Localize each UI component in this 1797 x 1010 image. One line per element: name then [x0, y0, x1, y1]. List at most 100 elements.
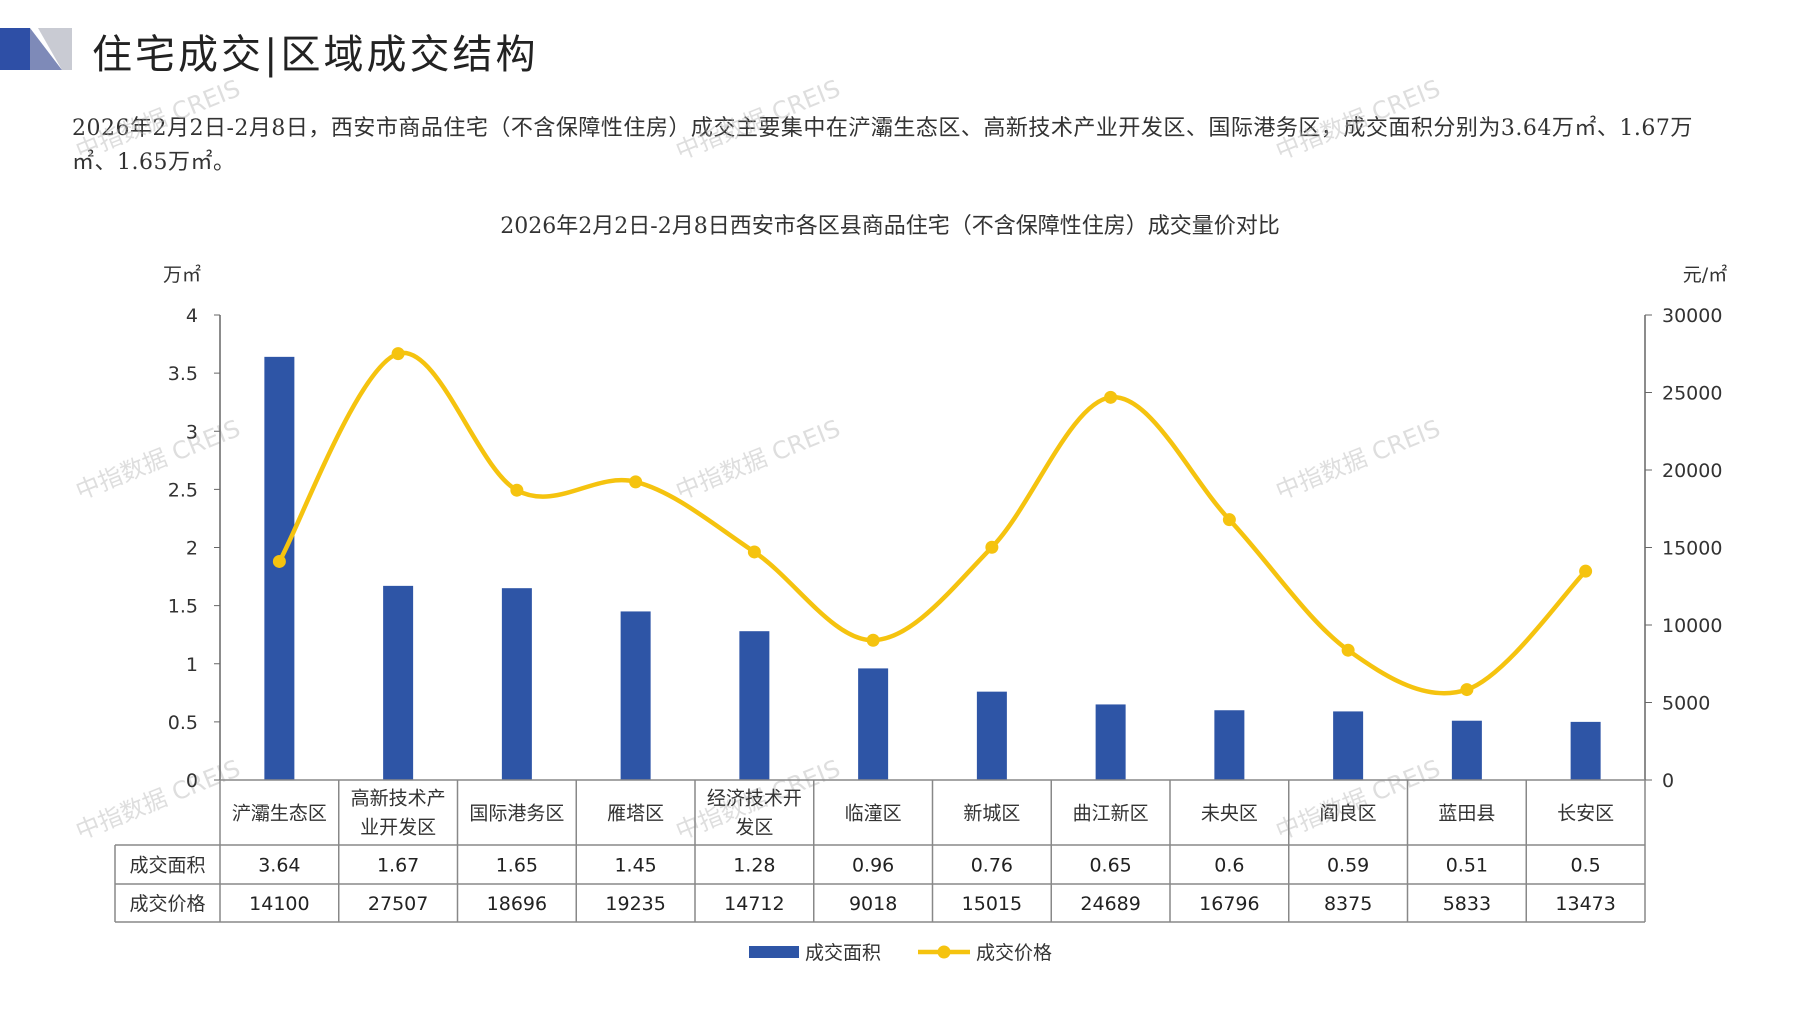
bar-8	[1214, 710, 1245, 780]
category-label: 国际港务区	[469, 803, 564, 825]
table-cell: 14100	[249, 893, 309, 915]
table-cell: 5833	[1443, 893, 1491, 915]
bar-series	[264, 356, 1601, 780]
legend: 成交面积 成交价格	[749, 942, 1052, 964]
price-point-11	[1579, 564, 1593, 578]
left-tick-label: 2.5	[168, 479, 198, 501]
summary-text: 2026年2月2日-2月8日，西安市商品住宅（不含保障性住房）成交主要集中在浐灞…	[72, 116, 1693, 175]
table-cell: 0.5	[1571, 855, 1601, 877]
header-logo-icon	[0, 28, 72, 70]
category-label: 经济技术开	[707, 788, 802, 810]
page-title: 住宅成交|区域成交结构	[92, 32, 539, 78]
watermark: 中指数据 CREIS	[672, 414, 844, 505]
price-point-2	[510, 483, 524, 497]
table-cell: 15015	[962, 893, 1022, 915]
table-cell: 1.65	[496, 855, 538, 877]
left-tick-label: 3.5	[168, 363, 198, 385]
price-line	[277, 350, 1588, 696]
category-label: 发区	[735, 817, 773, 839]
table-cell: 0.51	[1446, 855, 1488, 877]
category-label: 高新技术产	[351, 788, 446, 810]
watermark: 中指数据 CREIS	[72, 754, 244, 845]
price-point-7	[1104, 390, 1118, 404]
table-cell: 8375	[1324, 893, 1372, 915]
right-tick-label: 15000	[1662, 538, 1722, 560]
table-cell: 0.96	[852, 855, 894, 877]
price-point-0	[272, 554, 286, 568]
legend-label: 成交面积	[805, 942, 881, 964]
category-label: 浐灞生态区	[232, 803, 327, 825]
table-cell: 18696	[487, 893, 547, 915]
left-tick-label: 1	[186, 654, 198, 676]
table-cell: 1.67	[377, 855, 419, 877]
bar-2	[501, 588, 532, 780]
category-label: 未央区	[1201, 803, 1258, 825]
left-tick-label: 4	[186, 305, 198, 327]
price-point-4	[747, 545, 761, 559]
table-cell: 1.28	[733, 855, 775, 877]
category-label: 阎良区	[1320, 803, 1377, 825]
category-label: 蓝田县	[1438, 803, 1495, 825]
table-cell: 27507	[368, 893, 428, 915]
right-axis: 0 5000 10000 15000 20000 25000 30000	[1644, 305, 1722, 792]
legend-line-marker	[937, 945, 951, 959]
category-label: 长安区	[1557, 803, 1614, 825]
bar-5	[858, 668, 889, 780]
bar-11	[1570, 721, 1601, 780]
table-cell: 19235	[605, 893, 665, 915]
table-cell: 16796	[1199, 893, 1259, 915]
table-cell: 0.76	[971, 855, 1013, 877]
right-tick-label: 30000	[1662, 305, 1722, 327]
bar-4	[739, 631, 770, 780]
table-cell: 1.45	[614, 855, 656, 877]
category-label: 曲江新区	[1073, 803, 1149, 825]
left-tick-label: 0.5	[168, 712, 198, 734]
left-tick-label: 3	[186, 421, 198, 443]
bar-0	[264, 356, 295, 780]
table-cell: 0.6	[1214, 855, 1244, 877]
price-point-5	[866, 633, 880, 647]
right-tick-label: 25000	[1662, 383, 1722, 405]
category-label: 业开发区	[360, 817, 436, 839]
row-label: 成交面积	[129, 855, 205, 877]
bar-7	[1095, 704, 1126, 780]
table-cell: 3.64	[258, 855, 300, 877]
bar-1	[383, 585, 414, 780]
left-axis-unit: 万㎡	[163, 263, 201, 286]
left-axis: 0 0.5 1 1.5 2 2.5 3 3.5 4	[168, 305, 221, 792]
price-point-10	[1460, 683, 1474, 697]
bar-6	[976, 691, 1007, 780]
price-point-8	[1222, 513, 1236, 527]
category-label: 临潼区	[845, 803, 902, 825]
watermark: 中指数据 CREIS	[72, 74, 244, 165]
right-tick-label: 10000	[1662, 615, 1722, 637]
table-cell: 0.65	[1089, 855, 1131, 877]
bar-10	[1451, 720, 1482, 780]
legend-label: 成交价格	[976, 942, 1052, 964]
row-label: 成交价格	[129, 893, 205, 915]
table-cell: 9018	[849, 893, 897, 915]
table-cell: 14712	[724, 893, 784, 915]
price-point-9	[1341, 643, 1355, 657]
right-tick-label: 0	[1662, 770, 1674, 792]
left-tick-label: 2	[186, 538, 198, 560]
line-series	[272, 347, 1593, 697]
right-axis-unit: 元/㎡	[1683, 263, 1727, 286]
watermark: 中指数据 CREIS	[672, 74, 844, 165]
category-label: 雁塔区	[607, 803, 664, 825]
table-cell: 0.59	[1327, 855, 1369, 877]
price-point-3	[629, 475, 643, 489]
right-tick-label: 20000	[1662, 460, 1722, 482]
bar-9	[1333, 711, 1364, 780]
left-tick-label: 1.5	[168, 596, 198, 618]
price-point-6	[985, 540, 999, 554]
legend-bar-swatch	[749, 946, 799, 958]
left-tick-label: 0	[186, 770, 198, 792]
bar-3	[620, 611, 651, 780]
right-tick-label: 5000	[1662, 693, 1710, 715]
table-cell: 13473	[1555, 893, 1615, 915]
watermark: 中指数据 CREIS	[1272, 74, 1444, 165]
chart-title: 2026年2月2日-2月8日西安市各区县商品住宅（不含保障性住房）成交量价对比	[500, 214, 1279, 239]
watermark: 中指数据 CREIS	[1272, 414, 1444, 505]
